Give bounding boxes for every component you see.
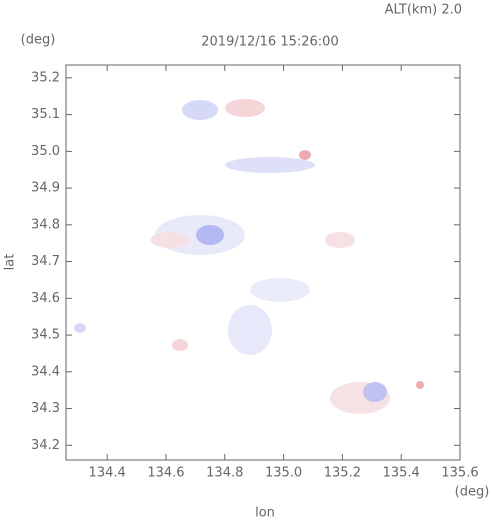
y-tick-label: 34.2 (31, 438, 60, 453)
altitude-label: ALT(km) 2.0 (385, 3, 462, 18)
y-tick-label: 34.4 (31, 364, 60, 379)
x-axis-label: lon (255, 506, 275, 521)
y-tick-label: 34.3 (31, 401, 60, 416)
y-tick-label: 34.7 (31, 254, 60, 269)
echo-blob (228, 305, 272, 355)
echo-blob (150, 232, 190, 248)
y-tick-label: 34.9 (31, 181, 60, 196)
echo-blob (172, 339, 188, 351)
y-tick-label: 34.5 (31, 328, 60, 343)
echo-blob (74, 323, 86, 333)
chart-title: 2019/12/16 15:26:00 (201, 35, 338, 50)
x-tick-label: 135.6 (441, 466, 478, 481)
x-tick-label: 135.4 (383, 466, 420, 481)
x-tick-label: 134.8 (206, 466, 243, 481)
plot-frame (65, 64, 461, 461)
y-unit: (deg) (21, 33, 56, 48)
x-tick-label: 134.6 (147, 466, 184, 481)
echo-blob (325, 232, 355, 248)
echo-blob (416, 381, 424, 389)
echo-blob (225, 157, 315, 173)
y-axis-label: lat (3, 254, 18, 271)
echo-blob (250, 278, 310, 302)
echo-blob (299, 150, 311, 160)
echo-blob (363, 382, 387, 402)
y-tick-label: 35.2 (31, 70, 60, 85)
y-tick-label: 35.1 (31, 107, 60, 122)
echo-blob (225, 99, 265, 117)
echo-blob (182, 100, 218, 120)
echo-blob (196, 225, 224, 245)
x-unit: (deg) (455, 485, 490, 500)
y-tick-label: 34.6 (31, 291, 60, 306)
echoes (74, 99, 424, 414)
y-tick-label: 35.0 (31, 144, 60, 159)
y-tick-label: 34.8 (31, 217, 60, 232)
x-tick-label: 135.2 (324, 466, 361, 481)
x-tick-label: 134.4 (89, 466, 126, 481)
x-tick-label: 135.0 (265, 466, 302, 481)
